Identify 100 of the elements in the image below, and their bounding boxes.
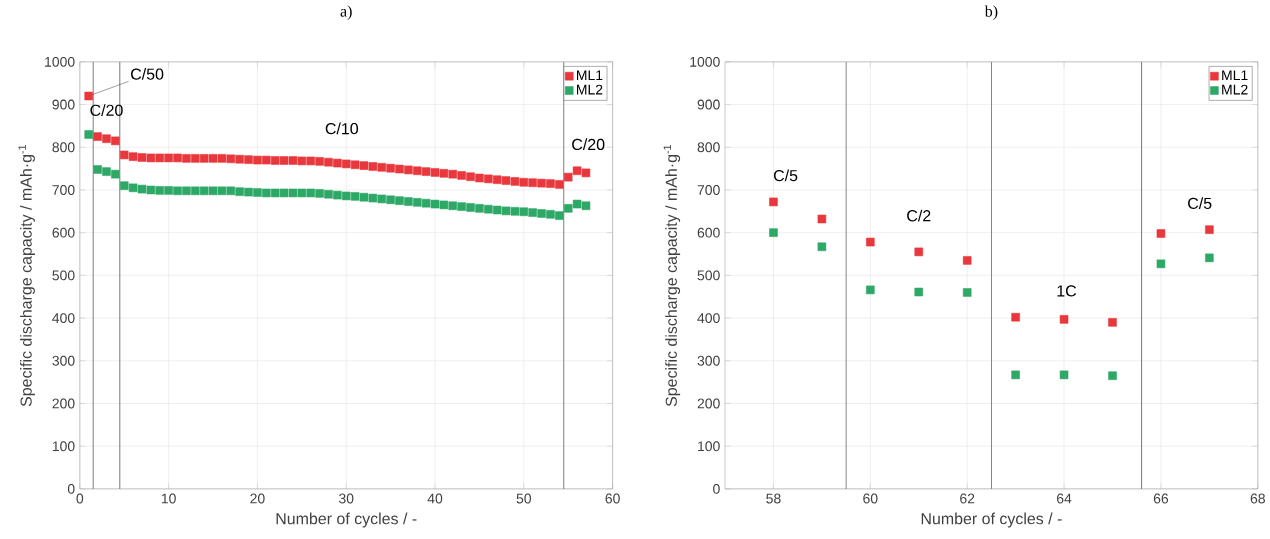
point bbox=[962, 256, 972, 265]
annotation: C/5 bbox=[1188, 197, 1212, 210]
y-tick-label: 300 bbox=[52, 355, 75, 366]
point bbox=[769, 228, 778, 238]
point bbox=[84, 91, 93, 101]
point bbox=[253, 188, 262, 197]
x-tick-label: 40 bbox=[427, 493, 443, 504]
point bbox=[377, 163, 386, 172]
point bbox=[111, 170, 120, 179]
point bbox=[155, 186, 165, 195]
point bbox=[475, 204, 484, 213]
x-tick-label: 60 bbox=[863, 493, 878, 504]
y-tick-label: 800 bbox=[52, 142, 75, 153]
annotation: C/10 bbox=[325, 122, 359, 135]
point bbox=[84, 130, 93, 139]
point bbox=[510, 207, 520, 216]
point bbox=[324, 158, 333, 167]
point bbox=[492, 175, 502, 185]
point bbox=[866, 237, 875, 247]
point bbox=[182, 154, 191, 163]
point bbox=[395, 196, 404, 206]
point bbox=[226, 186, 236, 196]
y-tick-label: 900 bbox=[52, 99, 75, 110]
point bbox=[581, 168, 591, 178]
y-tick-label: 0 bbox=[67, 484, 75, 494]
point bbox=[1059, 315, 1069, 324]
point bbox=[501, 206, 511, 216]
point bbox=[102, 134, 111, 144]
point bbox=[519, 207, 529, 217]
point bbox=[457, 202, 466, 211]
x-axis-title: Number of cycles / - bbox=[276, 512, 417, 528]
point bbox=[102, 167, 111, 176]
point bbox=[270, 188, 280, 198]
point bbox=[350, 192, 360, 201]
point bbox=[128, 183, 138, 193]
y-tick-label: 400 bbox=[697, 313, 720, 324]
point bbox=[217, 186, 227, 196]
point bbox=[492, 205, 502, 215]
point bbox=[155, 153, 165, 163]
point bbox=[93, 165, 102, 174]
point bbox=[457, 171, 466, 180]
point bbox=[817, 242, 827, 252]
point bbox=[1108, 318, 1117, 327]
point bbox=[244, 155, 253, 165]
point bbox=[1205, 253, 1214, 263]
point bbox=[466, 172, 475, 182]
point bbox=[137, 153, 147, 162]
y-tick-label: 100 bbox=[698, 441, 720, 452]
point bbox=[914, 247, 924, 257]
x-tick-label: 62 bbox=[960, 493, 975, 504]
point bbox=[333, 158, 342, 168]
x-tick-label: 64 bbox=[1057, 493, 1072, 504]
y-tick-label: 200 bbox=[697, 398, 720, 409]
point bbox=[359, 193, 369, 202]
legend-label: ML2 bbox=[1222, 84, 1248, 95]
point bbox=[368, 162, 378, 171]
point bbox=[173, 186, 182, 196]
x-tick-label: 58 bbox=[766, 493, 781, 504]
annotation: C/20 bbox=[90, 104, 123, 117]
point bbox=[235, 155, 244, 164]
y-tick-label: 900 bbox=[697, 99, 720, 110]
point bbox=[546, 179, 555, 188]
point bbox=[297, 156, 307, 166]
point bbox=[1205, 225, 1214, 235]
point bbox=[546, 210, 555, 219]
point bbox=[199, 154, 209, 163]
point bbox=[111, 136, 120, 146]
point bbox=[555, 180, 564, 189]
point bbox=[413, 198, 422, 207]
legend-label: ML1 bbox=[1222, 70, 1248, 81]
point bbox=[324, 190, 333, 199]
point bbox=[563, 204, 573, 213]
point bbox=[421, 199, 431, 208]
y-tick-label: 600 bbox=[697, 227, 720, 238]
point bbox=[173, 153, 182, 163]
point bbox=[119, 181, 129, 191]
point bbox=[537, 178, 546, 188]
point bbox=[306, 188, 315, 198]
point bbox=[510, 177, 520, 186]
y-tick-label: 700 bbox=[52, 185, 75, 196]
point bbox=[279, 188, 289, 198]
point bbox=[377, 194, 386, 204]
chart-title: a) bbox=[340, 5, 352, 21]
x-tick-label: 0 bbox=[76, 493, 84, 504]
x-tick-label: 50 bbox=[516, 493, 532, 504]
point bbox=[208, 154, 218, 163]
point bbox=[333, 190, 342, 200]
point bbox=[1156, 259, 1166, 269]
annotation: C/2 bbox=[907, 209, 931, 222]
y-tick-label: 800 bbox=[697, 142, 720, 153]
point bbox=[866, 285, 875, 295]
point bbox=[315, 189, 324, 198]
point bbox=[164, 186, 173, 195]
point bbox=[572, 199, 582, 209]
point bbox=[128, 152, 138, 162]
legend-label: ML1 bbox=[577, 70, 603, 81]
point bbox=[413, 166, 422, 176]
annotation: C/50 bbox=[131, 68, 164, 80]
point bbox=[430, 199, 440, 209]
x-axis-title: Number of cycles / - bbox=[921, 512, 1062, 528]
